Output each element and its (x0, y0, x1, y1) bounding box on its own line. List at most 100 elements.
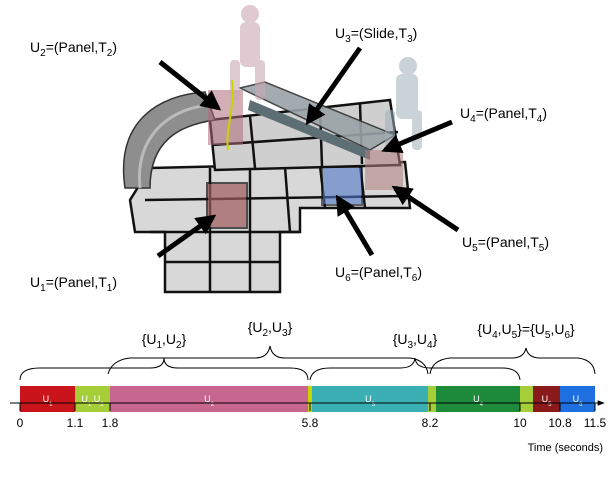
text-part: ,U (91, 394, 100, 404)
tick-label: 5.8 (302, 416, 319, 430)
group-label: {U4,U5}={U5,U6} (477, 321, 575, 341)
subscript: 3 (407, 340, 413, 351)
text-part: ,U (268, 319, 282, 335)
subscript: 2 (40, 48, 46, 59)
text-part: U (335, 264, 345, 280)
tick-label: 10.8 (548, 416, 572, 430)
callout-label: U6=(Panel,T6) (335, 264, 422, 284)
subscript: 2 (107, 48, 113, 59)
text-part: =(Slide,T (351, 25, 408, 41)
subscript: 1 (88, 402, 92, 408)
text-part: U (30, 274, 40, 290)
callout-label: U5=(Panel,T5) (462, 234, 549, 254)
subscript: 5 (548, 402, 552, 408)
text-part: U (204, 394, 211, 404)
subscript: 3 (345, 34, 351, 45)
text-part: U (542, 394, 549, 404)
group-label: {U3,U4} (393, 331, 438, 351)
timeline-segment (428, 386, 436, 412)
subscript: 4 (480, 402, 484, 408)
text-part: =(Panel,T (476, 105, 538, 121)
subscript: 2 (262, 328, 268, 339)
subscript: 5 (472, 243, 478, 254)
callout-label: U2=(Panel,T2) (30, 39, 117, 59)
subscript: 6 (579, 402, 583, 408)
subscript: 2 (176, 340, 182, 351)
text-part: } (433, 331, 438, 347)
text-part: U (460, 105, 470, 121)
timeline-segment (520, 386, 533, 412)
subscript: 4 (427, 340, 433, 351)
callout-label: U4=(Panel,T4) (460, 105, 547, 125)
text-part: } (182, 331, 187, 347)
text-part: ) (544, 234, 549, 250)
timeline-segment (436, 386, 520, 412)
segment-label: U1 (43, 394, 54, 408)
timeline-segment (560, 386, 595, 412)
text-part: {U (393, 331, 408, 347)
timeline-segment (20, 386, 75, 412)
group-label: {U1,U2} (142, 331, 187, 351)
segment-label: U3 (365, 394, 376, 408)
group-label: {U2,U3} (248, 319, 293, 339)
text-part: } (288, 319, 293, 335)
tick-label: 10 (513, 416, 527, 430)
timeline-segment (110, 386, 308, 412)
timeline-segment (533, 386, 560, 412)
text-part: ) (112, 274, 117, 290)
text-part: {U (248, 319, 263, 335)
tick-label: 0 (17, 416, 24, 430)
tick-label: 1.8 (102, 416, 119, 430)
subscript: 2 (100, 402, 104, 408)
text-part: ,U (413, 331, 427, 347)
callout-label: U3=(Slide,T3) (335, 25, 417, 45)
text-part: {U (142, 331, 157, 347)
text-part: U (573, 394, 580, 404)
timeline-segment (75, 386, 110, 412)
segment-label: U5 (542, 394, 553, 408)
text-part: U (335, 25, 345, 41)
text-part: U (30, 39, 40, 55)
text-part: ,U (162, 331, 176, 347)
subscript: 6 (345, 273, 351, 284)
text-part: U (43, 394, 50, 404)
text-part: }={U (517, 321, 545, 337)
tick-label: 1.1 (67, 416, 84, 430)
subscript: 1 (49, 402, 53, 408)
callout-label: U1=(Panel,T1) (30, 274, 117, 294)
text-part: ,U (498, 321, 512, 337)
braces (19, 345, 596, 381)
subscript: 2 (211, 402, 215, 408)
subscript: 6 (412, 273, 418, 284)
text-part: ) (417, 264, 422, 280)
text-part: ) (112, 39, 117, 55)
subscript: 4 (470, 114, 476, 125)
callout-arrows (156, 46, 460, 259)
text-part: =(Panel,T (46, 274, 108, 290)
text-part: ) (413, 25, 418, 41)
subscript: 5 (539, 243, 545, 254)
segment-label: U4 (473, 394, 484, 408)
subscript: 3 (372, 402, 376, 408)
subscript: 4 (492, 330, 498, 341)
text-part: =(Panel,T (478, 234, 540, 250)
subscript: 3 (407, 34, 413, 45)
text-part: U (462, 234, 472, 250)
tick-label: 8.2 (422, 416, 439, 430)
text-part: ,U (550, 321, 564, 337)
segment-label: U2 (204, 394, 215, 408)
subscript: 1 (156, 340, 162, 351)
text-part: U (473, 394, 480, 404)
subscript: 5 (512, 330, 518, 341)
timeline-segment (308, 386, 312, 412)
text-part: } (570, 321, 575, 337)
segment-label: U6 (573, 394, 584, 408)
axis-label: Time (seconds) (528, 442, 603, 454)
subscript: 6 (564, 330, 570, 341)
text-part: U (365, 394, 372, 404)
subscript: 1 (40, 283, 46, 294)
text-part: =(Panel,T (46, 39, 108, 55)
subscript: 4 (537, 114, 543, 125)
text-part: {U (477, 321, 492, 337)
